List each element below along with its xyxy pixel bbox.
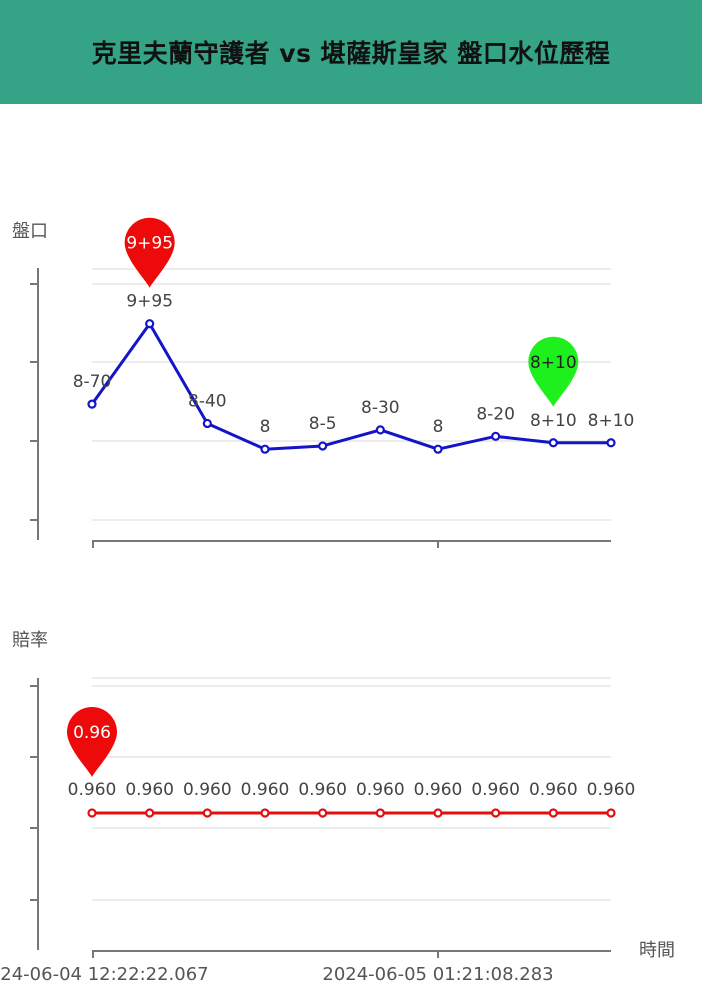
- data-point: [491, 431, 501, 441]
- pin-shape: [124, 217, 175, 288]
- page-title: 克里夫蘭守護者 vs 堪薩斯皇家 盤口水位歷程: [91, 39, 611, 68]
- handicap-axis-title: 盤口: [12, 221, 48, 242]
- data-label: 0.960: [471, 780, 520, 800]
- odds-gridlines: [92, 677, 611, 901]
- pin-label: 9+95: [126, 234, 173, 254]
- data-point: [202, 808, 212, 818]
- data-label: 0.960: [529, 780, 578, 800]
- data-label: 0.960: [241, 780, 290, 800]
- x-tick-label-end: 2024-06-05 01:21:08.283: [322, 964, 553, 985]
- data-point: [318, 808, 328, 818]
- marker-pin: 8+10: [528, 336, 579, 407]
- data-label: 9+95: [126, 292, 173, 312]
- x-tick-label-start: 2024-06-04 12:22:22.067: [0, 964, 209, 985]
- pin-shape: [67, 707, 117, 777]
- data-label: 0.960: [125, 780, 174, 800]
- data-point: [606, 808, 616, 818]
- handicap-data-labels: 8-70 9+95 8-40 8 8-5 8-30 8 8-20 8+10 8+10: [73, 292, 635, 438]
- data-point: [375, 808, 385, 818]
- data-label: 0.960: [183, 780, 232, 800]
- data-label: 8+10: [530, 411, 577, 431]
- pin-label: 8+10: [530, 353, 577, 373]
- data-label: 0.960: [298, 780, 347, 800]
- data-point: [202, 418, 212, 429]
- data-label: 8-40: [188, 391, 227, 411]
- odds-data-labels: 0.960 0.960 0.960 0.960 0.960 0.960 0.960 0.960…: [68, 780, 636, 800]
- data-point: [87, 808, 97, 818]
- handicap-points: [87, 319, 616, 454]
- chart-area: 盤口 8-70 9+95 8-40 8 8-5 8-30 8 8-20 8+10 8+10 9+9…: [0, 217, 675, 985]
- data-label: 8: [433, 417, 444, 437]
- odds-points: [87, 808, 616, 818]
- data-point: [548, 438, 558, 448]
- data-point: [87, 399, 97, 409]
- handicap-series-line: [90, 322, 611, 451]
- page-header: 克里夫蘭守護者 vs 堪薩斯皇家 盤口水位歷程: [0, 0, 702, 104]
- marker-pin: 9+95: [124, 217, 175, 288]
- data-point: [145, 319, 155, 329]
- data-label: 8-20: [476, 404, 515, 424]
- data-point: [318, 441, 328, 451]
- data-label: 8+10: [588, 411, 635, 431]
- odds-chart: 賠率 0.960 0.960 0.960 0.960 0.960 0.960 0.960 0.…: [0, 630, 675, 985]
- data-label: 0.960: [68, 780, 117, 800]
- data-label: 8: [260, 417, 271, 437]
- marker-pin: 0.96: [67, 707, 117, 777]
- data-point: [606, 438, 616, 448]
- handicap-chart: 盤口 8-70 9+95 8-40 8 8-5 8-30 8 8-20 8+10 8+10 9+9…: [12, 217, 635, 548]
- data-label: 0.960: [414, 780, 463, 800]
- data-label: 8-30: [361, 398, 400, 418]
- data-label: 8-5: [309, 414, 337, 434]
- data-point: [548, 808, 558, 818]
- data-label: 0.960: [587, 780, 636, 800]
- handicap-pins: 9+95 8+10: [124, 217, 579, 407]
- x-axis-title: 時間: [639, 940, 675, 961]
- pin-label: 0.96: [73, 723, 111, 743]
- data-label: 8-70: [73, 372, 112, 392]
- data-point: [375, 425, 385, 435]
- data-point: [433, 808, 443, 818]
- data-point: [433, 444, 443, 454]
- data-point: [260, 444, 270, 454]
- data-point: [260, 808, 270, 818]
- data-label: 0.960: [356, 780, 405, 800]
- data-point: [145, 808, 155, 818]
- odds-axis-title: 賠率: [12, 630, 48, 651]
- data-point: [491, 808, 501, 818]
- odds-pins: 0.96: [67, 707, 117, 777]
- pin-shape: [528, 336, 579, 407]
